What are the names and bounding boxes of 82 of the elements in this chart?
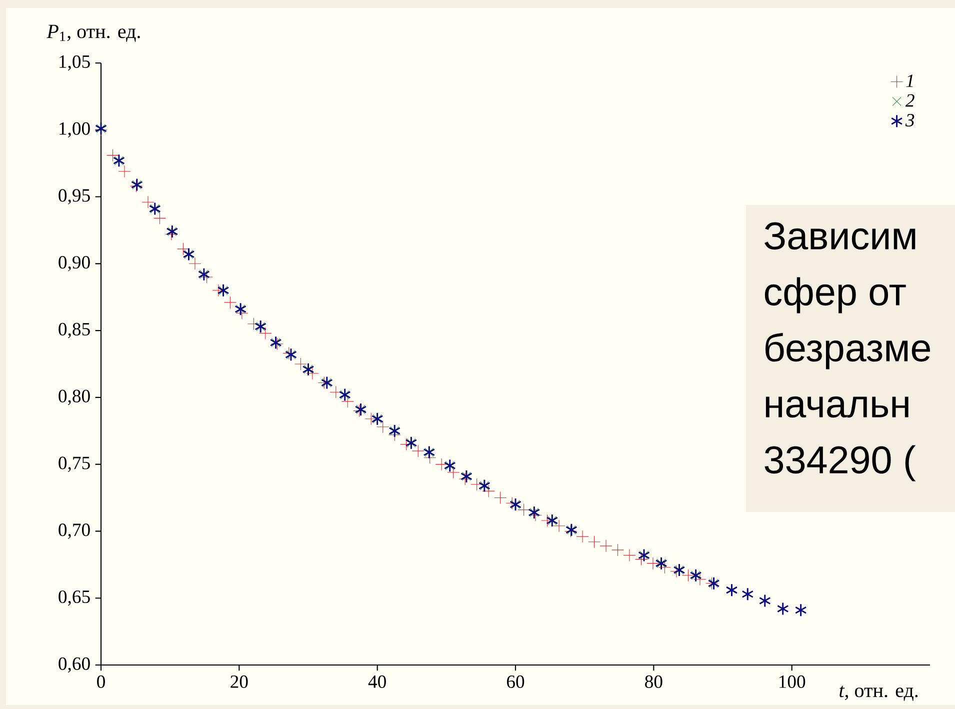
point xyxy=(518,504,530,516)
point xyxy=(478,478,490,492)
point xyxy=(236,306,248,320)
point xyxy=(176,242,190,256)
point xyxy=(188,257,202,270)
x-tick-label: 0 xyxy=(97,675,105,688)
point xyxy=(285,348,297,362)
x-tick-label: 100 xyxy=(779,675,806,688)
y-tick-label: 0,75 xyxy=(58,456,90,472)
point xyxy=(528,506,540,520)
point xyxy=(447,466,460,479)
y-tick-label: 1,00 xyxy=(60,122,90,138)
point xyxy=(234,302,246,316)
point xyxy=(708,576,720,590)
point xyxy=(600,540,612,552)
y-tick-label: 0,85 xyxy=(58,322,90,338)
point xyxy=(510,498,522,512)
point xyxy=(794,603,807,617)
x-tick-label: 80 xyxy=(645,675,662,688)
point xyxy=(623,549,636,562)
point xyxy=(247,318,260,330)
y-tick-label: 0,70 xyxy=(58,524,90,539)
point xyxy=(294,358,307,370)
y-tick-label: 0,60 xyxy=(58,657,90,673)
point xyxy=(444,458,456,472)
x-axis-title: t, отн. ед. xyxy=(840,686,918,701)
legend-label: 3 xyxy=(905,114,914,127)
point xyxy=(460,470,472,484)
y-axis-title: P$_{1}$, отн. ед. xyxy=(46,24,140,42)
point xyxy=(655,556,668,570)
point xyxy=(726,583,738,597)
point xyxy=(694,573,706,586)
y-tick-label: 0,90 xyxy=(58,256,90,272)
point xyxy=(182,248,195,262)
annotation: начальн xyxy=(766,396,908,418)
annotation: сфер от xyxy=(764,277,906,314)
point xyxy=(306,367,319,380)
point xyxy=(118,165,131,178)
point xyxy=(611,544,624,556)
y-tick-label: 1,05 xyxy=(60,55,90,71)
point xyxy=(776,602,789,616)
y-tick-label: 0,80 xyxy=(58,390,90,406)
annotation: Зависим xyxy=(764,222,916,250)
point xyxy=(576,530,589,543)
point xyxy=(388,424,401,438)
point xyxy=(113,154,125,168)
x-tick-label: 20 xyxy=(230,675,248,688)
point xyxy=(259,326,272,340)
point xyxy=(412,444,424,458)
y-tick-label: 0,65 xyxy=(58,590,90,606)
point xyxy=(254,320,267,334)
point xyxy=(423,446,436,460)
point xyxy=(302,362,314,376)
point xyxy=(742,587,754,601)
point xyxy=(658,561,671,574)
point xyxy=(106,149,120,162)
point xyxy=(690,568,702,582)
point xyxy=(224,296,236,309)
point xyxy=(376,420,390,434)
point xyxy=(198,268,210,282)
point xyxy=(494,491,507,504)
point xyxy=(142,196,154,208)
point xyxy=(371,412,384,426)
legend-label: 2 xyxy=(905,94,914,107)
point xyxy=(405,436,418,450)
point xyxy=(320,376,333,390)
annotation: 334290 ( xyxy=(764,445,916,482)
y-tick-label: 0,95 xyxy=(58,189,90,204)
point xyxy=(217,284,230,298)
point xyxy=(482,484,495,498)
point xyxy=(166,224,178,238)
x-tick-label: 40 xyxy=(368,675,386,688)
point xyxy=(588,536,601,548)
legend-label: 1 xyxy=(906,74,913,87)
x-tick-label: 60 xyxy=(506,675,524,688)
point xyxy=(758,594,771,608)
point xyxy=(153,212,166,224)
point xyxy=(646,557,660,570)
annotation: безразме xyxy=(766,332,930,370)
point xyxy=(148,202,161,216)
point xyxy=(552,520,566,532)
point xyxy=(638,548,650,562)
